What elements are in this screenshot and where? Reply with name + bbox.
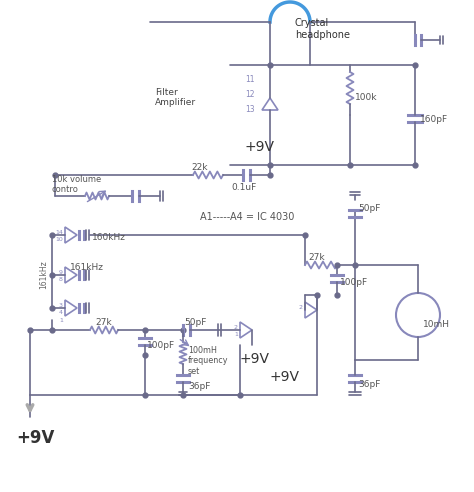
Text: 8: 8 (59, 277, 63, 282)
Text: 1: 1 (59, 318, 63, 323)
Text: 50pF: 50pF (358, 204, 380, 213)
Text: 2: 2 (299, 305, 303, 310)
Text: +9V: +9V (245, 140, 275, 154)
Text: 27k: 27k (95, 318, 111, 327)
Text: +9V: +9V (16, 429, 55, 447)
Text: A1-----A4 = IC 4030: A1-----A4 = IC 4030 (200, 212, 294, 222)
Text: 10mH: 10mH (423, 320, 450, 329)
Text: 14: 14 (55, 230, 63, 235)
Text: 13: 13 (246, 105, 255, 114)
Text: 160kHz: 160kHz (92, 233, 126, 242)
Text: 0.1uF: 0.1uF (231, 183, 256, 192)
Text: 11: 11 (246, 75, 255, 84)
Text: 10k volume
contro: 10k volume contro (52, 175, 101, 194)
Text: 2: 2 (234, 325, 238, 330)
Text: 160pF: 160pF (420, 115, 448, 124)
Text: 9: 9 (59, 270, 63, 275)
Text: 10: 10 (55, 237, 63, 242)
Text: +9V: +9V (270, 370, 300, 384)
Text: 12: 12 (246, 90, 255, 99)
Text: Filter
Amplifier: Filter Amplifier (155, 88, 196, 107)
Text: 100pF: 100pF (340, 278, 368, 287)
Text: 27k: 27k (308, 253, 325, 262)
Text: Crystal
headphone: Crystal headphone (295, 18, 350, 39)
Text: 50pF: 50pF (184, 318, 206, 327)
Text: 4: 4 (59, 310, 63, 315)
Text: 1: 1 (234, 332, 238, 337)
Text: 161kHz: 161kHz (70, 263, 104, 272)
Text: 36pF: 36pF (188, 382, 210, 391)
Text: +9V: +9V (240, 352, 270, 366)
Text: 100pF: 100pF (147, 341, 175, 350)
Text: 36pF: 36pF (358, 380, 380, 389)
Text: 22k: 22k (192, 163, 208, 172)
Text: 3: 3 (59, 303, 63, 308)
Text: 161kHz: 161kHz (39, 261, 48, 289)
Text: 100k: 100k (355, 93, 377, 102)
Text: 100mH
frequency
set: 100mH frequency set (188, 346, 228, 376)
